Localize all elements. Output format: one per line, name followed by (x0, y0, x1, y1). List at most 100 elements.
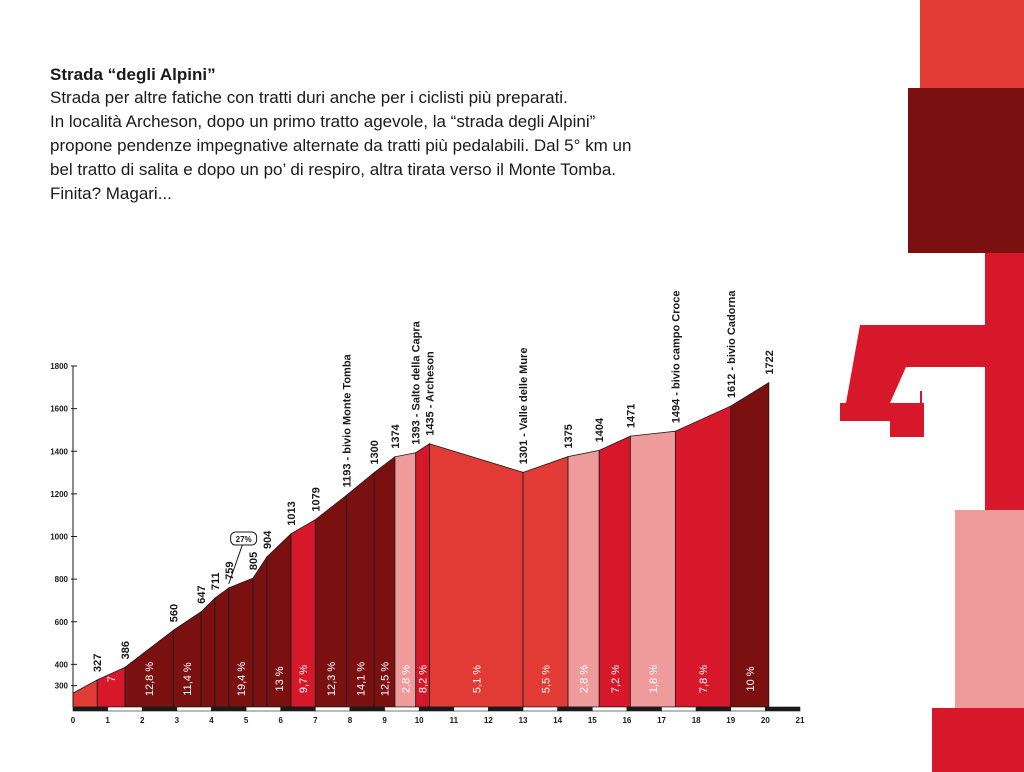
y-tick-label: 800 (55, 575, 69, 584)
elevation-label: 1722 (764, 350, 776, 374)
x-axis-band (591, 706, 628, 712)
callout-pointer (228, 543, 244, 585)
segment-grade-label: 7 (106, 676, 118, 682)
x-tick-label: 15 (588, 716, 597, 725)
x-axis-band (245, 706, 282, 712)
y-tick-label: 600 (55, 618, 69, 627)
profile-segment (96, 666, 126, 708)
profile-segment (214, 587, 230, 708)
x-tick-label: 2 (140, 716, 145, 725)
x-tick-label: 21 (796, 716, 805, 725)
profile-segment (72, 679, 98, 708)
segment-grade-label: 12,8 % (144, 662, 156, 696)
route-title: Strada “degli Alpini” (50, 65, 216, 84)
elevation-label: 1435 - Archeson (425, 351, 437, 436)
segment-grade-label: 9,7 % (298, 665, 310, 693)
segment-grade-label: 7,2 % (610, 665, 622, 693)
elevation-label: 1612 - bivio Cadorna (726, 290, 738, 398)
elevation-profile-chart: 7 12,8 % 11,4 % 19,4 % 13 % 9,7 % 12,3 % 14,1 %… (50, 290, 805, 725)
segment-grade-label: 14,1 % (355, 662, 367, 696)
segment-grade-label: 19,4 % (236, 662, 248, 696)
y-tick-label: 1800 (50, 362, 68, 371)
x-axis-band (141, 706, 178, 712)
x-tick-label: 14 (553, 716, 562, 725)
segment-grade-label: 7,8 % (698, 665, 710, 693)
elevation-label: 1374 (390, 423, 402, 448)
x-axis-band (107, 706, 143, 712)
x-tick-label: 4 (209, 716, 214, 725)
y-tick-label: 400 (55, 660, 69, 669)
elevation-label: 805 (248, 552, 260, 570)
x-axis-band (280, 706, 316, 712)
elevation-label: 1013 (286, 501, 298, 525)
y-tick-label: 1400 (50, 447, 68, 456)
elevation-label: 1393 - Salto della Capra (411, 320, 423, 444)
profile-segment (730, 381, 770, 708)
x-tick-label: 9 (382, 716, 387, 725)
segment-grade-label: 11,4 % (182, 662, 194, 696)
deco-block-pink (955, 510, 1024, 708)
deco-block-crimson-bottom (932, 708, 1024, 772)
y-tick-label: 300 (55, 682, 69, 691)
y-tick-label: 1200 (50, 490, 68, 499)
route-number-logo (840, 325, 986, 437)
route-description: Strada per altre fatiche con tratti duri… (50, 88, 632, 203)
segment-grade-label: 2,8 % (400, 665, 412, 693)
x-axis-band (730, 706, 766, 712)
segment-grade-label: 5,1 % (471, 665, 483, 693)
deco-block-dark (908, 88, 1024, 253)
segment-grade-label: 13 % (274, 666, 286, 691)
segment-grade-label: 2,8 % (579, 665, 591, 693)
elevation-label: 1471 (625, 404, 637, 428)
x-tick-label: 11 (450, 716, 459, 725)
x-axis-band (661, 706, 697, 712)
x-tick-label: 13 (519, 716, 528, 725)
callout-box (230, 531, 258, 546)
elevation-label: 327 (92, 654, 104, 672)
x-axis-band (765, 706, 801, 712)
profile-segment (200, 597, 216, 708)
elevation-label: 1404 (594, 417, 606, 442)
elevation-label: 560 (168, 604, 180, 622)
elevation-label: 1375 (563, 424, 575, 448)
x-axis-band (349, 706, 385, 712)
x-axis-band (176, 706, 212, 712)
x-tick-label: 20 (761, 716, 770, 725)
callout-max-grade: 27% (236, 535, 252, 544)
x-tick-label: 0 (71, 716, 76, 725)
x-tick-label: 3 (175, 716, 180, 725)
x-axis-band (72, 706, 108, 712)
elevation-label: 1494 - bivio campo Croce (670, 291, 682, 424)
x-tick-label: 6 (278, 716, 283, 725)
x-tick-label: 17 (657, 716, 666, 725)
x-axis-band (626, 706, 662, 712)
elevation-label: 711 (210, 572, 222, 590)
elevation-label: 1079 (310, 487, 322, 511)
x-axis-band (488, 706, 524, 712)
profile-segment (252, 555, 268, 708)
x-axis-band (453, 706, 489, 712)
intro-block: Strada “degli Alpini” Strada per altre f… (50, 64, 810, 206)
segment-grade-label: 12,5 % (380, 662, 392, 696)
x-tick-label: 18 (692, 716, 701, 725)
elevation-label: 904 (262, 530, 274, 549)
segment-grade-label: 5,5 % (541, 665, 553, 693)
x-tick-label: 1 (105, 716, 110, 725)
elevation-label: 759 (224, 562, 236, 580)
elevation-label: 647 (196, 585, 208, 603)
elevation-label: 1301 - Valle delle Mure (518, 348, 530, 465)
x-axis-band (315, 706, 351, 712)
x-tick-label: 8 (348, 716, 353, 725)
x-tick-label: 12 (484, 716, 493, 725)
y-tick-label: 1600 (50, 405, 68, 414)
profile-segment (674, 405, 732, 708)
segment-grade-label: 8,2 % (418, 665, 430, 693)
x-tick-label: 19 (726, 716, 735, 725)
x-axis-band (418, 706, 455, 712)
x-tick-label: 7 (313, 716, 318, 725)
x-axis-band (211, 706, 247, 712)
y-tick-label: 1000 (50, 533, 68, 542)
deco-block-red (920, 0, 1024, 88)
x-axis-band (522, 706, 558, 712)
x-axis-band (557, 706, 593, 712)
